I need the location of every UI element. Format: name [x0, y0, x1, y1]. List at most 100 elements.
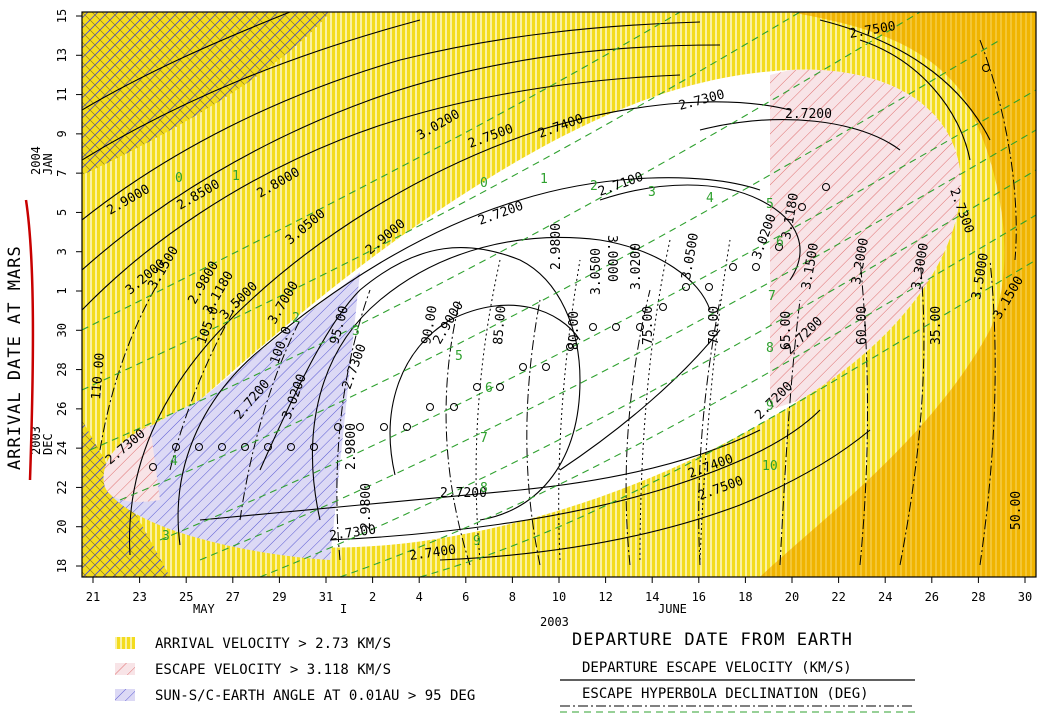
y-tick-label: 1 [55, 287, 69, 294]
y-tick-label: 3 [55, 248, 69, 255]
x-tick-label: 30 [1018, 590, 1032, 604]
contour-label: 2.9800 [359, 483, 374, 530]
y-tick-label: 24 [55, 441, 69, 455]
contour-label: 110.00 [89, 352, 108, 400]
y-tick-label: 5 [55, 209, 69, 216]
x-axis: 21 23 25 27 29 31 2 4 6 8 10 12 14 16 18 20 22 24 26 28 30 [86, 577, 1032, 604]
x-tick-label: 29 [272, 590, 286, 604]
y-tick-label: 7 [55, 170, 69, 177]
x-month-label-june-marker: I [340, 602, 347, 616]
contour-label: 2.7200 [785, 107, 832, 122]
sun-angle-label: 9 [766, 399, 774, 414]
y-tick-label: 26 [55, 402, 69, 416]
contour-label: 90.00 [419, 305, 441, 346]
y-tick-label: 9 [55, 130, 69, 137]
sun-angle-region [103, 272, 361, 560]
sun-angle-label: 6 [776, 235, 784, 250]
contour-label: 65.00 [779, 311, 794, 350]
x-tick-label: 14 [645, 590, 659, 604]
x-tick-label: 4 [416, 590, 423, 604]
sun-angle-label: 2 [292, 311, 300, 326]
x-month-label-may: MAY [193, 602, 215, 616]
x-month-label-june: JUNE [658, 602, 687, 616]
sun-angle-label: 4 [170, 454, 178, 469]
y-tick-label: 18 [55, 559, 69, 573]
x-tick-label: 20 [785, 590, 799, 604]
x-tick-label: 26 [925, 590, 939, 604]
x-tick-label: 24 [878, 590, 892, 604]
dotted-contours [475, 239, 731, 561]
y-tick-label: 13 [55, 48, 69, 62]
x-tick-label: 25 [179, 590, 193, 604]
contour-label: 2.7400 [408, 543, 457, 564]
legend-swatch-arrival [115, 637, 135, 649]
x-tick-label: 6 [462, 590, 469, 604]
x-tick-label: 23 [132, 590, 146, 604]
legend-swatch-sun [115, 689, 135, 701]
sun-angle-labels: 0 1 2 3 4 5 6 7 8 9 10 5 6 7 8 9 0 1 2 3… [162, 169, 784, 549]
y-tick-label: 20 [55, 519, 69, 533]
y-tick-label: 22 [55, 480, 69, 494]
upper-left-crosshatch-region [82, 12, 330, 175]
x-tick-label: 10 [552, 590, 566, 604]
sun-angle-label: 5 [766, 197, 774, 212]
sun-angle-label: 7 [480, 431, 488, 446]
upper-right-orange-region [760, 12, 1036, 577]
sun-angle-label: 8 [480, 481, 488, 496]
contour-label: 75.00 [641, 306, 656, 345]
escape-velocity-region [770, 69, 961, 410]
y-tick-label: 28 [55, 362, 69, 376]
legend: ARRIVAL VELOCITY > 2.73 KM/S ESCAPE VELO… [115, 636, 475, 704]
red-annotation-mark [24, 199, 35, 481]
plot-area [82, 12, 1036, 577]
x-tick-label: 16 [692, 590, 706, 604]
declination-contours [99, 39, 1017, 566]
trajectory-markers [149, 64, 990, 471]
sun-angle-label: 1 [540, 172, 548, 187]
legend-swatch-escape [115, 663, 135, 675]
sun-angle-label: 0 [480, 176, 488, 191]
escape-velocity-contours [82, 12, 991, 561]
sun-angle-label: 1 [232, 169, 240, 184]
x-tick-label: 22 [831, 590, 845, 604]
contour-label: 3.0500 [589, 248, 604, 295]
sun-angle-label: 3 [162, 529, 170, 544]
x-axis-title: DEPARTURE DATE FROM EARTH [572, 630, 853, 650]
line-key-dash-label: ESCAPE HYPERBOLA DECLINATION (DEG) [582, 686, 869, 702]
contour-label: 3.0000 [604, 235, 619, 282]
escape-velocity-left-region [103, 425, 160, 502]
x-tick-label: 8 [509, 590, 516, 604]
y-year-label-2004: 2004 [29, 146, 43, 175]
contour-label: 85.00 [491, 305, 509, 345]
contour-label: 2.9800 [549, 223, 564, 270]
sun-angle-label: 0 [175, 171, 183, 186]
contour-label: 2.9800 [344, 423, 359, 470]
x-tick-label: 18 [738, 590, 752, 604]
line-key-solid-label: DEPARTURE ESCAPE VELOCITY (KM/S) [582, 660, 852, 676]
x-tick-label: 12 [598, 590, 612, 604]
sun-angle-lines [82, 12, 1036, 577]
contour-label: 3.0200 [629, 243, 644, 290]
y-tick-label: 11 [55, 87, 69, 101]
y-tick-label: 15 [55, 9, 69, 23]
x-tick-label: 31 [319, 590, 333, 604]
contour-label: 35.00 [929, 306, 944, 345]
sun-angle-label: 6 [485, 381, 493, 396]
y-month-label-jan: JAN [41, 153, 55, 175]
contour-label: 2.7300 [328, 523, 377, 544]
legend-label-arrival: ARRIVAL VELOCITY > 2.73 KM/S [155, 636, 391, 652]
sun-angle-label: 3 [648, 185, 656, 200]
contour-label: 50.00 [1009, 491, 1024, 530]
contour-label: 80.00 [567, 311, 582, 350]
x-tick-label: 21 [86, 590, 100, 604]
sun-angle-label: 10 [762, 459, 778, 474]
y-tick-label: 30 [55, 323, 69, 337]
sun-angle-label: 9 [473, 534, 481, 549]
sun-angle-label: 8 [766, 341, 774, 356]
y-month-label-dec: DEC [41, 433, 55, 455]
sun-angle-label: 5 [455, 349, 463, 364]
contour-label: 2.7200 [440, 486, 487, 501]
x-year-label: 2003 [540, 615, 569, 629]
